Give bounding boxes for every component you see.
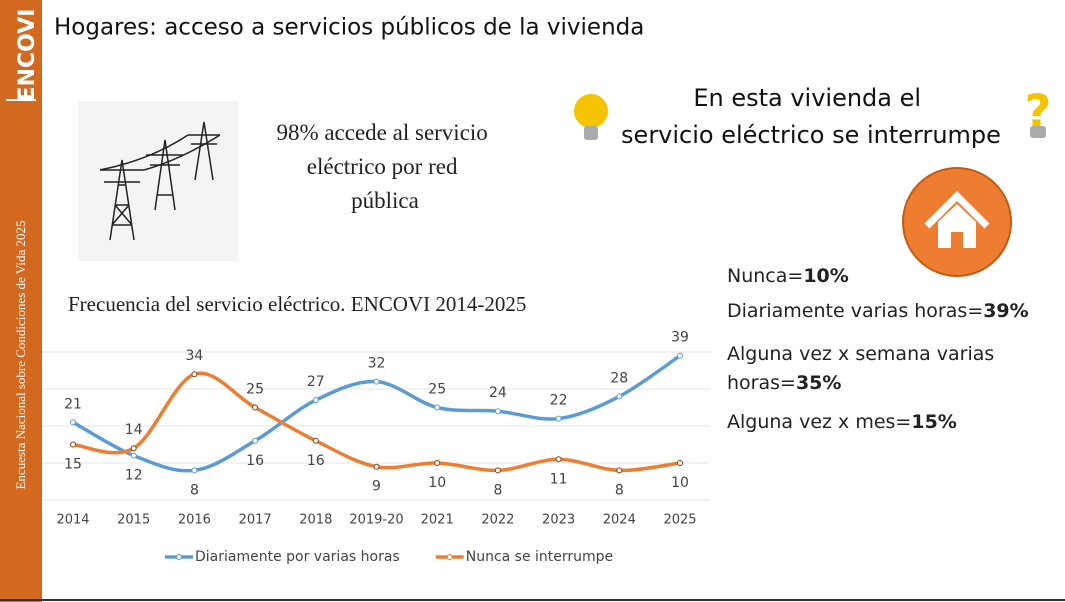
point [616,467,623,474]
answer-label: Diariamente varias horas= [727,300,984,322]
point [677,352,683,359]
question-text: En esta vivienda el servicio eléctrico s… [621,84,1001,149]
point [373,378,380,385]
answer-label: Nunca= [727,265,804,287]
point [130,445,137,452]
question-icon: ? [1025,85,1052,139]
point [312,397,319,404]
data-label: 28 [610,370,628,386]
data-label: 8 [615,482,624,498]
data-label: 8 [493,482,502,498]
answer-label: Alguna vez x mes= [727,411,912,433]
series-line [72,371,681,473]
answer: Nunca=10% [727,262,1062,291]
data-label: 10 [671,475,689,491]
legend-label: Nunca se interrumpe [466,549,613,565]
towers-image [78,101,238,261]
series-line [72,354,681,473]
house-icon [902,167,1012,277]
legend-marker [176,554,182,560]
data-label: 25 [428,382,446,398]
x-tick-label: 2019-20 [349,513,403,528]
point [191,467,198,474]
point [494,467,501,474]
x-tick-label: 2017 [239,513,272,528]
chart-title: Frecuencia del servicio eléctrico. ENCOV… [68,292,526,316]
answer: Alguna vez x mes=15% [727,408,1062,437]
data-label: 11 [550,471,568,487]
data-label: 24 [489,385,507,401]
point [70,441,76,448]
data-label: 27 [307,374,325,390]
data-label: 16 [246,453,264,469]
point [130,452,137,459]
x-tick-label: 2022 [481,513,514,528]
x-tick-label: 2021 [421,513,454,528]
point [252,404,259,411]
point [191,371,198,378]
towers-icon [99,121,221,241]
point [434,460,441,466]
legend-label: Diariamente por varias horas [195,549,400,565]
slide-title: Hogares: acceso a servicios públicos de … [54,15,644,41]
point [312,437,319,444]
point [373,463,380,470]
data-label: 12 [125,468,143,484]
answer-value: 10% [803,265,849,287]
point [555,415,562,422]
data-label: 25 [246,382,264,398]
point [70,419,76,426]
access-text: 98% accede al servicio eléctrico por red… [276,120,493,213]
data-label: 16 [307,453,325,469]
answer-label: Alguna vez x semana varias horas= [727,343,995,394]
point [555,456,562,463]
bulb-icon [574,94,608,140]
x-tick-label: 2018 [299,513,332,528]
x-tick-label: 2016 [178,513,211,528]
answer-value: 15% [911,411,957,433]
answer: Alguna vez x semana varias horas=35% [727,340,1062,398]
x-tick-label: 2024 [603,513,636,528]
data-label: 34 [185,348,203,364]
data-label: 9 [372,479,381,495]
legend-marker [446,554,453,560]
data-label: 22 [550,393,568,409]
answer-value: 39% [983,300,1029,322]
x-tick-label: 2015 [117,513,150,528]
point [434,404,441,411]
sidebar-text: Encuesta Nacional sobre Condiciones de V… [13,220,28,489]
data-label: 32 [368,356,386,372]
x-tick-label: 2025 [663,513,696,528]
point [677,460,683,466]
x-tick-label: 2023 [542,513,575,528]
data-label: 14 [125,422,143,438]
x-tick-label: 2014 [56,513,89,528]
data-label: 15 [64,457,82,473]
answer: Diariamente varias horas=39% [727,297,1062,326]
data-label: 8 [190,482,199,498]
data-label: 21 [64,396,82,412]
data-label: 39 [671,330,689,346]
answer-value: 35% [795,372,842,394]
brand: ENCOVI [15,9,40,102]
point [252,437,259,444]
point [494,408,501,415]
point [616,393,623,400]
data-label: 10 [428,475,446,491]
